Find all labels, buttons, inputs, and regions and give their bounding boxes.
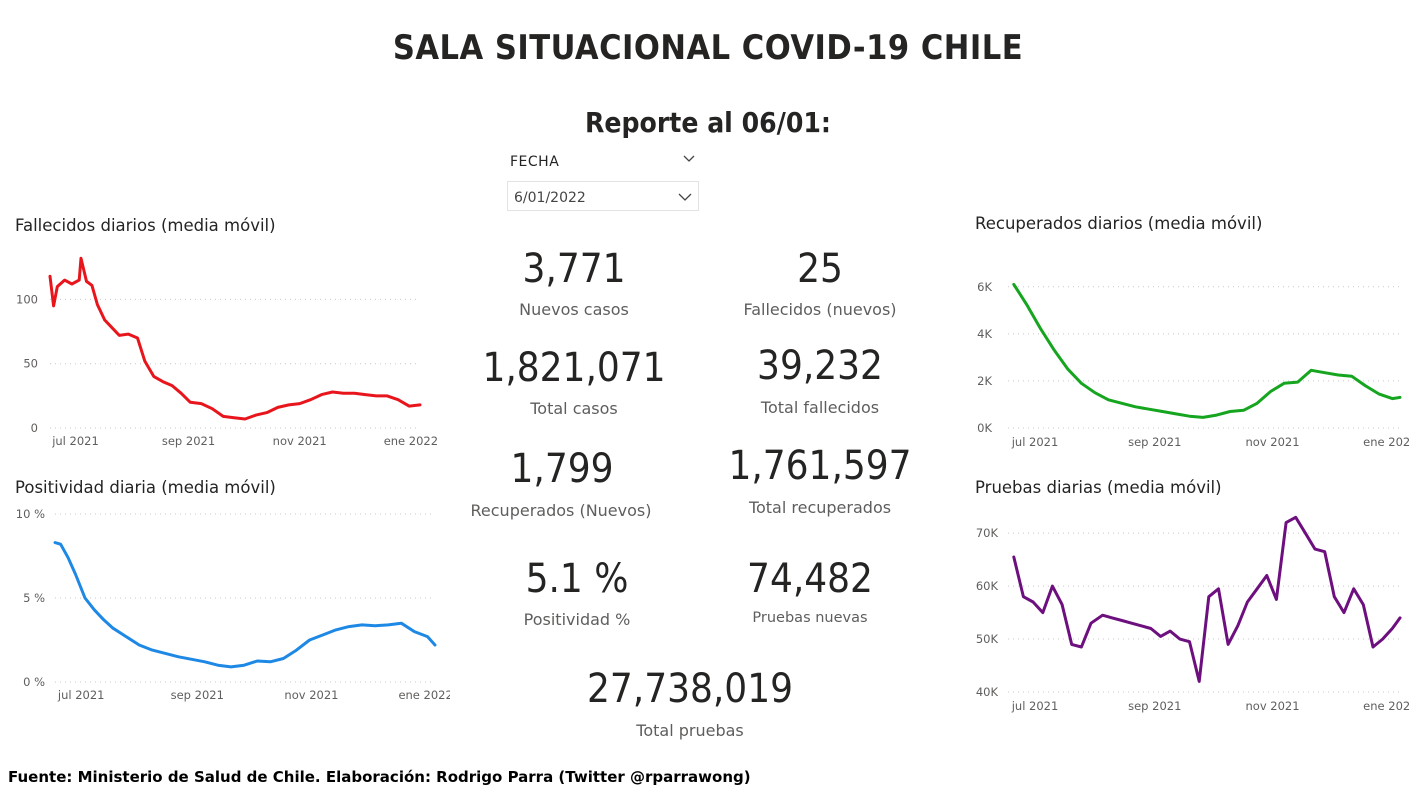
- x-tick-label: ene 2022: [384, 434, 438, 448]
- chart-pruebas: 40K 50K 60K 70K jul 2021 sep 2021 nov 2021 ene …: [976, 515, 1410, 713]
- x-tick-label: jul 2021: [1011, 435, 1059, 449]
- y-tick-label: 10 %: [16, 507, 45, 521]
- x-tick-label: sep 2021: [1128, 435, 1181, 449]
- kpi-total-pruebas-label: Total pruebas: [636, 721, 744, 740]
- y-tick-label: 50: [23, 357, 38, 371]
- x-tick-label: jul 2021: [57, 688, 105, 702]
- kpi-total-pruebas-value: 27,738,019: [587, 666, 793, 712]
- chart-positividad: 0 % 5 % 10 % jul 2021 sep 2021 nov 2021 ene 20…: [16, 507, 450, 702]
- kpi-total-fallecidos-label: Total fallecidos: [760, 398, 880, 417]
- kpi-fallecidos-nuevos-value: 25: [797, 246, 843, 292]
- x-tick-label: sep 2021: [162, 434, 215, 448]
- y-tick-label: 2K: [977, 374, 992, 388]
- y-tick-label: 6K: [977, 280, 992, 294]
- chevron-down-icon: [678, 193, 692, 201]
- kpi-nuevos-casos-value: 3,771: [522, 246, 626, 292]
- x-tick-label: sep 2021: [171, 688, 224, 702]
- x-tick-label: nov 2021: [1246, 699, 1300, 713]
- x-tick-label: sep 2021: [1128, 699, 1181, 713]
- x-tick-label: nov 2021: [284, 688, 338, 702]
- kpi-positividad-label: Positividad %: [523, 610, 631, 629]
- y-tick-label: 60K: [976, 579, 999, 593]
- chart-title-positividad: Positividad diaria (media móvil): [15, 478, 276, 497]
- y-tick-label: 70K: [976, 526, 999, 540]
- x-tick-label: jul 2021: [1011, 699, 1059, 713]
- series-line-pruebas: [1012, 515, 1402, 683]
- y-tick-label: 100: [16, 292, 38, 306]
- kpi-total-recuperados-value: 1,761,597: [728, 443, 912, 489]
- y-tick-label: 0 %: [23, 675, 45, 689]
- kpi-positividad-value: 5.1 %: [525, 556, 629, 602]
- chart-title-fallecidos: Fallecidos diarios (media móvil): [15, 216, 276, 235]
- kpi-recuperados-nuevos-value: 1,799: [510, 446, 614, 492]
- x-tick-label: nov 2021: [273, 434, 327, 448]
- y-tick-label: 0: [31, 421, 38, 435]
- date-filter-value: 6/01/2022: [514, 190, 586, 206]
- y-tick-label: 5 %: [23, 591, 45, 605]
- kpi-fallecidos-nuevos-label: Fallecidos (nuevos): [743, 300, 897, 319]
- report-date-heading: Reporte al 06/01:: [585, 106, 831, 139]
- y-tick-label: 0K: [977, 421, 992, 435]
- kpi-total-casos-value: 1,821,071: [482, 345, 666, 391]
- kpi-total-casos-label: Total casos: [530, 399, 618, 418]
- kpi-pruebas-nuevas-label: Pruebas nuevas: [752, 610, 868, 626]
- chevron-down-icon[interactable]: [682, 152, 696, 166]
- series-line-recuperados: [1012, 282, 1402, 419]
- kpi-total-fallecidos-value: 39,232: [757, 343, 883, 389]
- date-filter-dropdown[interactable]: 6/01/2022: [507, 181, 699, 211]
- chart-title-recuperados: Recuperados diarios (media móvil): [975, 214, 1263, 233]
- x-tick-label: ene 2022: [1363, 699, 1410, 713]
- chart-recuperados: 0K 2K 4K 6K jul 2021 sep 2021 nov 2021 ene 2022: [977, 280, 1410, 449]
- y-tick-label: 40K: [976, 685, 999, 699]
- kpi-nuevos-casos-label: Nuevos casos: [519, 300, 629, 319]
- kpi-pruebas-nuevas-value: 74,482: [747, 556, 873, 602]
- chart-fallecidos: 0 50 100 jul 2021 sep 2021 nov 2021 ene 2022: [16, 256, 438, 448]
- source-footer: Fuente: Ministerio de Salud de Chile. El…: [8, 768, 751, 786]
- series-line-fallecidos: [48, 256, 422, 421]
- y-tick-label: 50K: [976, 632, 999, 646]
- x-tick-label: jul 2021: [51, 434, 99, 448]
- x-tick-label: ene 2022: [398, 688, 450, 702]
- kpi-recuperados-nuevos-label: Recuperados (Nuevos): [470, 501, 652, 520]
- kpi-total-recuperados-label: Total recuperados: [748, 498, 892, 517]
- x-tick-label: nov 2021: [1246, 435, 1300, 449]
- chart-title-pruebas: Pruebas diarias (media móvil): [975, 478, 1222, 497]
- date-filter-label: FECHA: [510, 154, 560, 170]
- y-tick-label: 4K: [977, 327, 992, 341]
- page-title: SALA SITUACIONAL COVID-19 CHILE: [392, 28, 1024, 68]
- series-line-positividad: [53, 541, 437, 669]
- x-tick-label: ene 2022: [1363, 435, 1410, 449]
